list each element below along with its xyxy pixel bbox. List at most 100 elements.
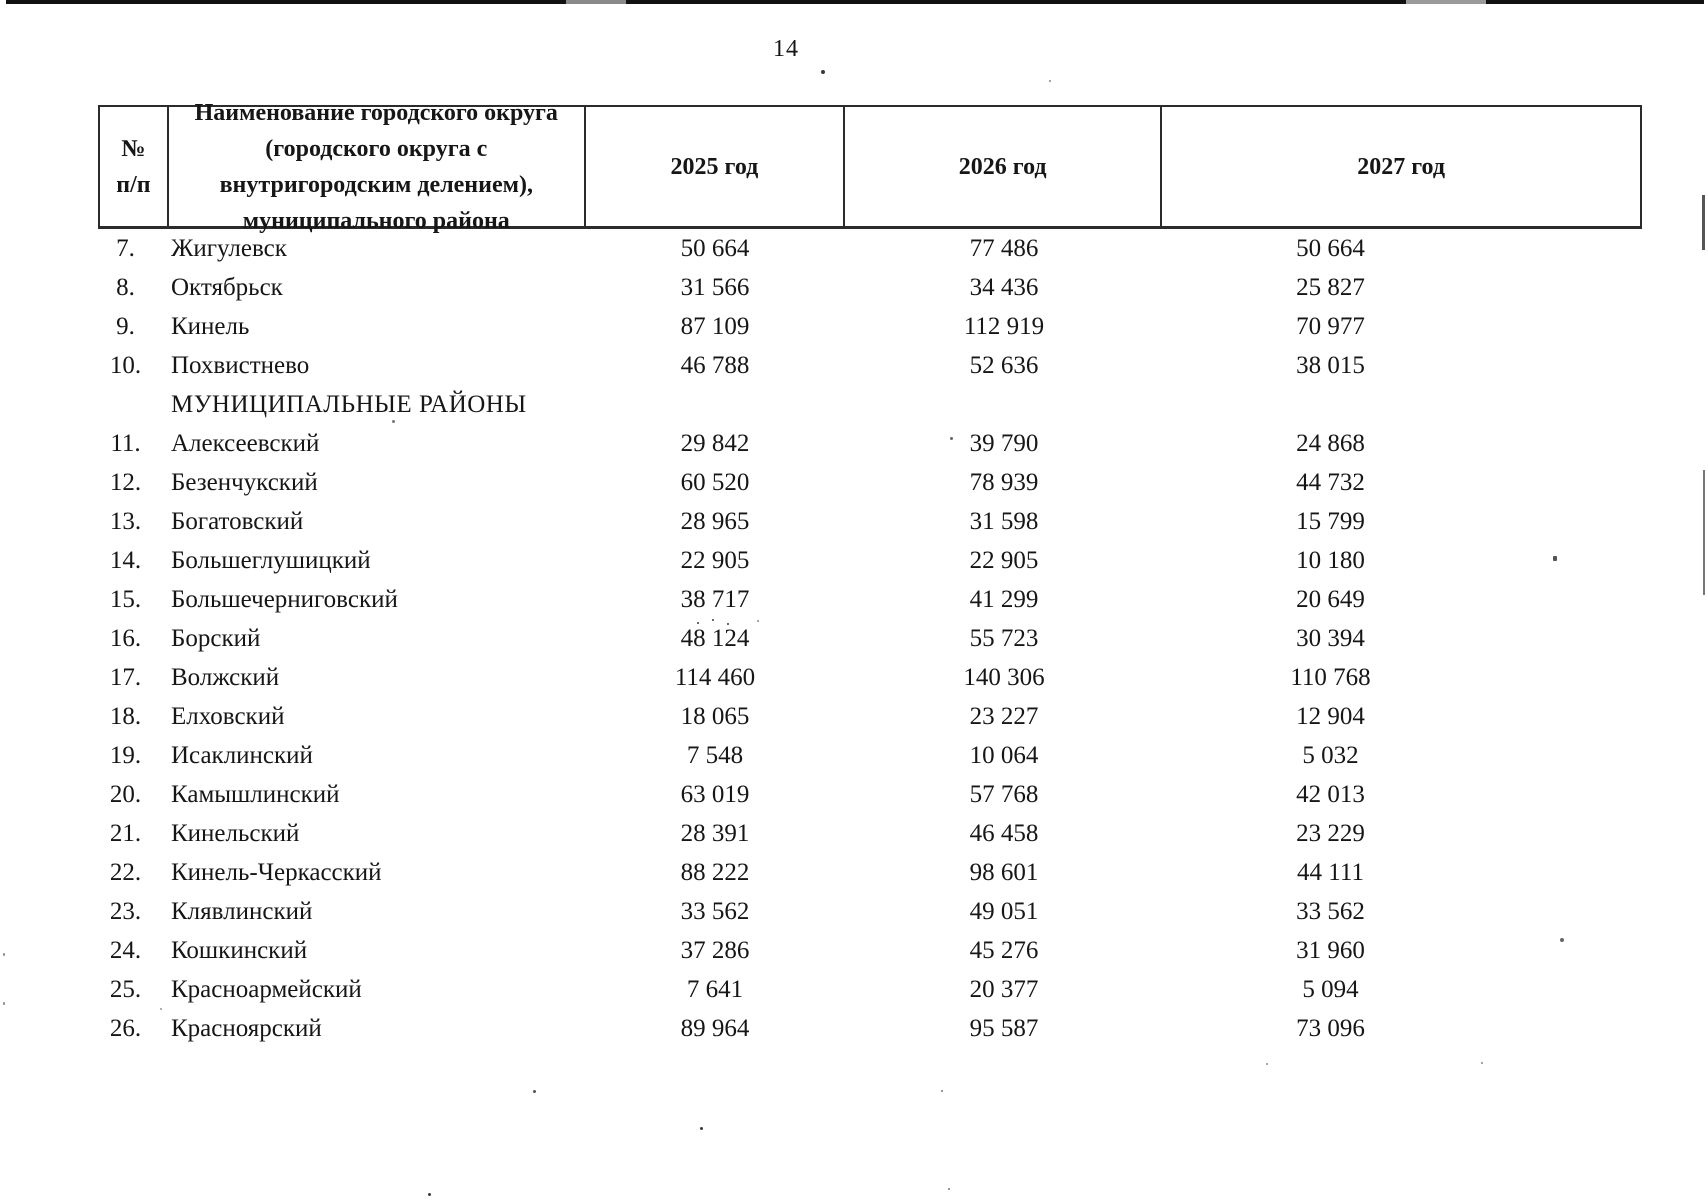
scan-artifact — [1266, 1063, 1268, 1065]
table-row: 25. Красноармейский 7 641 20 377 5 094 — [98, 970, 1642, 1009]
row-value-2027-cell: 24 868 — [1296, 429, 1365, 457]
row-name-cell: Большеглушицкий — [171, 546, 371, 574]
row-number-cell: 21. — [109, 819, 142, 847]
scan-artifact — [727, 623, 729, 625]
scan-edge-artifact — [1703, 470, 1705, 595]
row-value-2027-cell: 38 015 — [1296, 351, 1365, 379]
header-cell-2027: 2027 год — [1357, 153, 1445, 180]
scan-artifact — [757, 620, 759, 622]
table-row: 20. Камышлинский 63 019 57 768 42 013 — [98, 775, 1642, 814]
scan-edge-top-line — [6, 0, 1704, 4]
row-value-2026-cell: 52 636 — [969, 351, 1039, 379]
row-name-cell: Большечерниговский — [171, 585, 398, 613]
row-name-cell: Волжский — [171, 663, 280, 691]
scan-artifact — [533, 1090, 536, 1093]
row-name-cell: Безенчукский — [171, 468, 318, 496]
row-value-2027-cell: 31 960 — [1296, 936, 1365, 964]
row-value-2027-cell: 5 032 — [1302, 741, 1359, 769]
row-name-cell: Елховский — [171, 702, 285, 730]
table-row: 8. Октябрьск 31 566 34 436 25 827 — [98, 268, 1642, 307]
row-value-2026-cell: 112 919 — [963, 312, 1045, 340]
scan-artifact — [697, 622, 699, 624]
row-value-2026-cell: 46 458 — [969, 819, 1039, 847]
row-name-cell: Борский — [171, 624, 261, 652]
row-value-2025-cell: 88 222 — [680, 858, 750, 886]
scan-artifact — [428, 1193, 431, 1196]
row-value-2025-cell: 60 520 — [680, 468, 750, 496]
row-value-2025-cell: 46 788 — [680, 351, 750, 379]
scan-artifact — [1553, 556, 1557, 561]
table-row: 18. Елховский 18 065 23 227 12 904 — [98, 697, 1642, 736]
row-number-cell: 23. — [109, 897, 142, 925]
row-value-2025-cell: 89 964 — [680, 1014, 750, 1042]
row-value-2025-cell: 18 065 — [680, 702, 750, 730]
scan-artifact — [1049, 80, 1051, 82]
row-name-cell: Исаклинский — [171, 741, 313, 769]
row-value-2027-cell: 30 394 — [1296, 624, 1365, 652]
header-number-line2: п/п — [116, 171, 151, 198]
table-body: 7. Жигулевск 50 664 77 486 50 664 8. Окт… — [98, 229, 1642, 1048]
scan-artifact — [950, 437, 953, 440]
row-value-2027-cell: 44 111 — [1297, 858, 1364, 886]
scan-artifact — [948, 1188, 950, 1190]
row-value-2027-cell: 5 094 — [1302, 975, 1359, 1003]
row-number-cell: 7. — [116, 234, 135, 262]
scan-artifact — [3, 1002, 5, 1005]
row-value-2027-cell: 73 096 — [1296, 1014, 1365, 1042]
row-value-2025-cell: 63 019 — [680, 780, 750, 808]
row-name-cell: Клявлинский — [171, 897, 313, 925]
row-value-2025-cell: 87 109 — [680, 312, 750, 340]
table-row: 24. Кошкинский 37 286 45 276 31 960 — [98, 931, 1642, 970]
table-row: 26. Красноярский 89 964 95 587 73 096 — [98, 1009, 1642, 1048]
row-value-2027-cell: 42 013 — [1296, 780, 1365, 808]
row-number-cell: 17. — [109, 663, 142, 691]
scan-artifact — [1481, 1062, 1483, 1064]
row-value-2026-cell: 41 299 — [969, 585, 1039, 613]
row-value-2027-cell: 23 229 — [1296, 819, 1365, 847]
budget-table: № п/п Наименование городского округа (го… — [98, 100, 1642, 1048]
row-name-cell: Камышлинский — [171, 780, 340, 808]
table-row: 12. Безенчукский 60 520 78 939 44 732 — [98, 463, 1642, 502]
scan-artifact — [1560, 938, 1564, 942]
scan-artifact — [160, 1008, 162, 1010]
row-number-cell: 22. — [109, 858, 142, 886]
row-value-2026-cell: 45 276 — [969, 936, 1039, 964]
table-row: 17. Волжский 114 460 140 306 110 768 — [98, 658, 1642, 697]
row-value-2026-cell: 10 064 — [969, 741, 1039, 769]
row-value-2025-cell: 7 641 — [686, 975, 744, 1003]
scan-edge-artifact — [1702, 195, 1705, 250]
row-number-cell: 9. — [116, 312, 135, 340]
header-cell-2026: 2026 год — [845, 107, 1163, 226]
row-name-cell: Кинельский — [171, 819, 300, 847]
row-name-cell: Кинель — [171, 312, 250, 340]
row-value-2027-cell: 33 562 — [1296, 897, 1365, 925]
row-value-2027-cell: 50 664 — [1296, 234, 1365, 262]
table-row: 22. Кинель-Черкасский 88 222 98 601 44 1… — [98, 853, 1642, 892]
table-row: 15. Большечерниговский 38 717 41 299 20 … — [98, 580, 1642, 619]
row-value-2026-cell: 22 905 — [969, 546, 1039, 574]
row-value-2026-cell: 49 051 — [969, 897, 1039, 925]
table-row: 23. Клявлинский 33 562 49 051 33 562 — [98, 892, 1642, 931]
row-value-2025-cell: 31 566 — [680, 273, 750, 301]
header-cell-name: Наименование городского округа (городско… — [169, 100, 586, 234]
row-value-2027-cell: 25 827 — [1296, 273, 1365, 301]
row-value-2025-cell: 48 124 — [680, 624, 750, 652]
row-name-cell: Жигулевск — [171, 234, 287, 262]
table-row: 9. Кинель 87 109 112 919 70 977 — [98, 307, 1642, 346]
header-cell-number: № п/п — [100, 107, 169, 226]
section-label: МУНИЦИПАЛЬНЫЕ РАЙОНЫ — [171, 390, 527, 418]
row-name-cell: Кошкинский — [171, 936, 308, 964]
row-value-2026-cell: 34 436 — [969, 273, 1039, 301]
row-number-cell: 14. — [109, 546, 142, 574]
row-value-2025-cell: 28 391 — [680, 819, 750, 847]
row-number-cell: 20. — [109, 780, 142, 808]
row-value-2025-cell: 7 548 — [686, 741, 744, 769]
row-value-2026-cell: 140 306 — [963, 663, 1045, 691]
row-name-cell: Алексеевский — [171, 429, 320, 457]
row-value-2026-cell: 78 939 — [969, 468, 1039, 496]
row-number-cell: 24. — [109, 936, 142, 964]
row-value-2025-cell: 29 842 — [680, 429, 750, 457]
table-row: 21. Кинельский 28 391 46 458 23 229 — [98, 814, 1642, 853]
row-number-cell: 10. — [109, 351, 142, 379]
